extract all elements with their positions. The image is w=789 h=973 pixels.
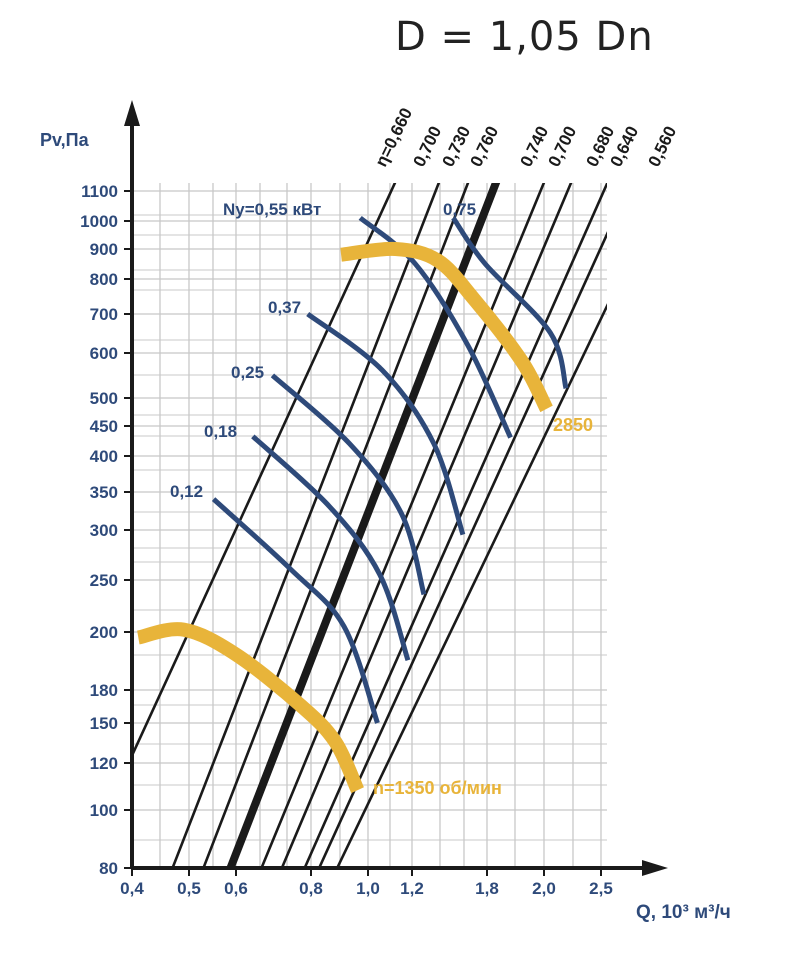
power-label: 0,75 (443, 200, 476, 219)
y-tick-label: 450 (90, 417, 118, 436)
power-label: 0,25 (231, 363, 264, 382)
x-tick-label: 1,2 (400, 879, 424, 898)
efficiency-line (202, 183, 470, 868)
x-axis-arrow-icon (642, 860, 668, 876)
y-tick-label: 400 (90, 447, 118, 466)
tick-labels: 80 100 120 150 180 200 250 300 350 400 450 500 600 70… (80, 182, 613, 898)
power-label: 0,37 (268, 298, 301, 317)
y-axis-label: Pv,Па (40, 130, 89, 150)
efficiency-line (260, 183, 546, 868)
x-tick-label: 1,8 (475, 879, 499, 898)
y-axis-arrow-icon (124, 100, 140, 126)
x-tick-label: 2,0 (532, 879, 556, 898)
power-label: 0,12 (170, 482, 203, 501)
power-curve (306, 311, 466, 536)
power-curve (451, 216, 569, 389)
efficiency-line (317, 231, 607, 868)
speed-curve (136, 622, 364, 794)
y-tick-label: 300 (90, 521, 118, 540)
power-label: 0,18 (204, 422, 237, 441)
y-tick-label: 250 (90, 571, 118, 590)
axes (124, 100, 668, 876)
speed-label: n=1350 об/мин (373, 778, 502, 798)
y-tick-label: 1100 (81, 182, 118, 201)
x-tick-label: 0,5 (177, 879, 201, 898)
power-curve (358, 215, 513, 439)
y-tick-label: 120 (90, 754, 118, 773)
power-curve (211, 497, 380, 724)
power-curves (211, 215, 569, 724)
y-tick-label: 900 (90, 240, 118, 259)
x-tick-label: 0,8 (299, 879, 323, 898)
efficiency-lines (132, 183, 607, 868)
grid (132, 183, 607, 869)
x-axis-label: Q, 10³ м³/ч (636, 902, 731, 923)
efficiency-line (280, 183, 573, 868)
chart-title: D = 1,05 Dn (395, 14, 654, 60)
efficiency-line (171, 183, 441, 868)
efficiency-label: 0,560 (645, 123, 681, 170)
y-tick-label: 150 (90, 714, 118, 733)
efficiency-line (226, 183, 501, 868)
y-tick-label: 700 (90, 305, 118, 324)
speed-label: 2850 (553, 415, 593, 435)
speed-curves (136, 241, 553, 794)
x-tick-label: 2,5 (589, 879, 613, 898)
power-label: Ny=0,55 кВт (223, 200, 321, 219)
y-tick-label: 350 (90, 483, 118, 502)
y-tick-label: 180 (90, 681, 118, 700)
speed-curve (340, 241, 553, 413)
y-tick-label: 80 (99, 859, 118, 878)
power-curve (251, 434, 411, 662)
y-tick-label: 800 (90, 270, 118, 289)
efficiency-line (132, 183, 397, 759)
efficiency-line (335, 303, 607, 868)
power-curve (270, 373, 427, 596)
y-tick-label: 200 (90, 623, 118, 642)
y-tick-label: 1000 (80, 212, 118, 231)
y-tick-label: 100 (90, 801, 118, 820)
x-tick-label: 0,4 (120, 879, 144, 898)
y-tick-label: 500 (90, 389, 118, 408)
efficiency-label: 0,700 (545, 123, 581, 170)
y-tick-label: 600 (90, 344, 118, 363)
efficiency-label: 0,760 (467, 123, 503, 170)
x-tick-label: 1,0 (356, 879, 380, 898)
x-tick-label: 0,6 (224, 879, 248, 898)
